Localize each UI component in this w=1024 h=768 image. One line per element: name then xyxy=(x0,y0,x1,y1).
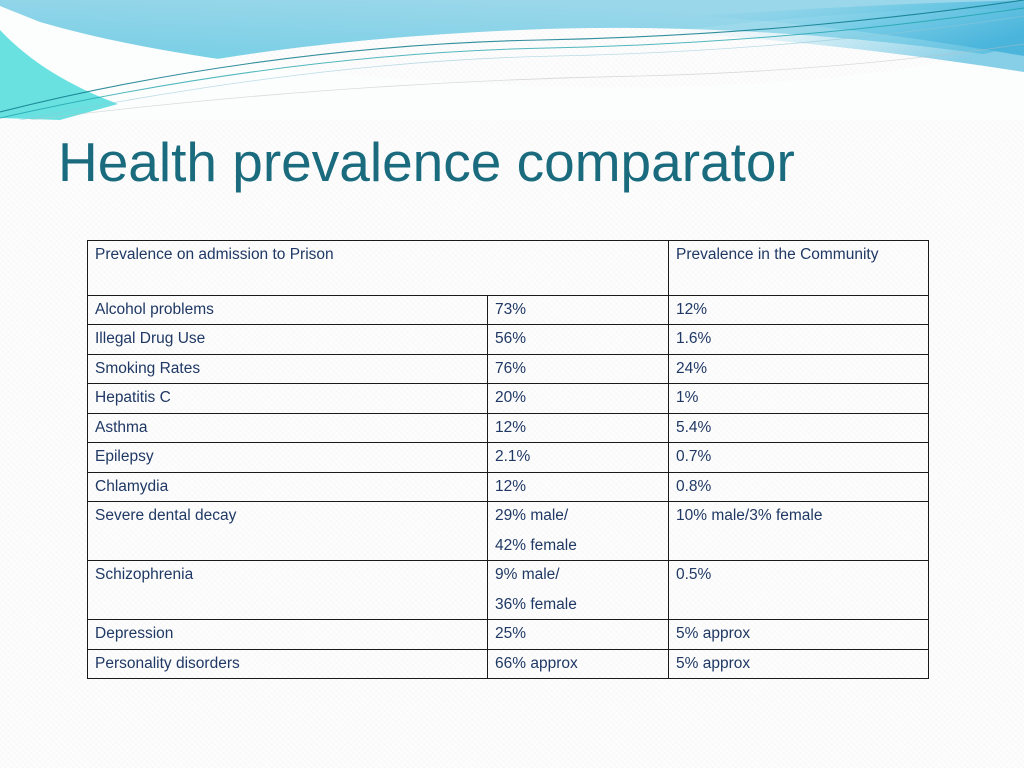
cell-prison-prevalence: 29% male/42% female xyxy=(487,501,669,562)
cell-prison-prevalence: 76% xyxy=(487,353,669,385)
cell-community-prevalence: 0.8% xyxy=(668,471,929,503)
cell-prison-prevalence: 2.1% xyxy=(487,442,669,473)
cell-condition: Smoking Rates xyxy=(87,353,488,385)
cell-community-prevalence: 5% approx xyxy=(668,619,929,650)
cell-condition: Severe dental decay xyxy=(87,501,488,562)
table-row: Illegal Drug Use 56% 1.6% xyxy=(87,324,929,355)
table-row: Severe dental decay 29% male/42% female 10… xyxy=(87,501,929,562)
cell-community-prevalence: 12% xyxy=(668,294,929,326)
cell-prison-prevalence: 66% approx xyxy=(487,648,669,680)
cell-community-prevalence: 24% xyxy=(668,353,929,385)
cell-community-prevalence: 5% approx xyxy=(668,648,929,680)
decorative-wave-banner xyxy=(0,0,1024,120)
table-header-row: Prevalence on admission to Prison Preval… xyxy=(87,240,929,296)
cell-condition: Personality disorders xyxy=(87,648,488,680)
cell-prison-prevalence: 9% male/36% female xyxy=(487,560,669,621)
cell-condition: Epilepsy xyxy=(87,442,488,473)
column-header-community: Prevalence in the Community xyxy=(668,240,929,296)
cell-prison-prevalence: 56% xyxy=(487,324,669,355)
table-body: Alcohol problems 73% 12% Illegal Drug Use 56… xyxy=(87,294,929,680)
cell-community-prevalence: 1.6% xyxy=(668,324,929,355)
cell-condition: Illegal Drug Use xyxy=(87,324,488,355)
table-header: Prevalence on admission to Prison Preval… xyxy=(87,240,929,296)
cell-condition: Chlamydia xyxy=(87,471,488,503)
cell-prison-prevalence: 20% xyxy=(487,383,669,414)
table-row: Epilepsy 2.1% 0.7% xyxy=(87,442,929,473)
cell-community-prevalence: 10% male/3% female xyxy=(668,501,929,562)
table-row: Smoking Rates 76% 24% xyxy=(87,353,929,385)
table-row: Asthma 12% 5.4% xyxy=(87,412,929,444)
cell-community-prevalence: 0.5% xyxy=(668,560,929,621)
table-row: Hepatitis C 20% 1% xyxy=(87,383,929,414)
cell-community-prevalence: 5.4% xyxy=(668,412,929,444)
prevalence-table-container: Prevalence on admission to Prison Preval… xyxy=(87,240,929,680)
cell-condition: Depression xyxy=(87,619,488,650)
table-row: Personality disorders 66% approx 5% approx xyxy=(87,648,929,680)
cell-prison-prevalence: 73% xyxy=(487,294,669,326)
cell-condition: Hepatitis C xyxy=(87,383,488,414)
column-header-prison: Prevalence on admission to Prison xyxy=(87,240,669,296)
page-title: Health prevalence comparator xyxy=(58,131,795,193)
table-row: Depression 25% 5% approx xyxy=(87,619,929,650)
table-row: Alcohol problems 73% 12% xyxy=(87,294,929,326)
cell-community-prevalence: 1% xyxy=(668,383,929,414)
cell-condition: Schizophrenia xyxy=(87,560,488,621)
prevalence-table: Prevalence on admission to Prison Preval… xyxy=(87,240,929,680)
cell-prison-prevalence: 12% xyxy=(487,412,669,444)
cell-prison-prevalence: 12% xyxy=(487,471,669,503)
table-row: Chlamydia 12% 0.8% xyxy=(87,471,929,503)
cell-community-prevalence: 0.7% xyxy=(668,442,929,473)
cell-condition: Alcohol problems xyxy=(87,294,488,326)
cell-condition: Asthma xyxy=(87,412,488,444)
table-row: Schizophrenia 9% male/36% female 0.5% xyxy=(87,560,929,621)
cell-prison-prevalence: 25% xyxy=(487,619,669,650)
